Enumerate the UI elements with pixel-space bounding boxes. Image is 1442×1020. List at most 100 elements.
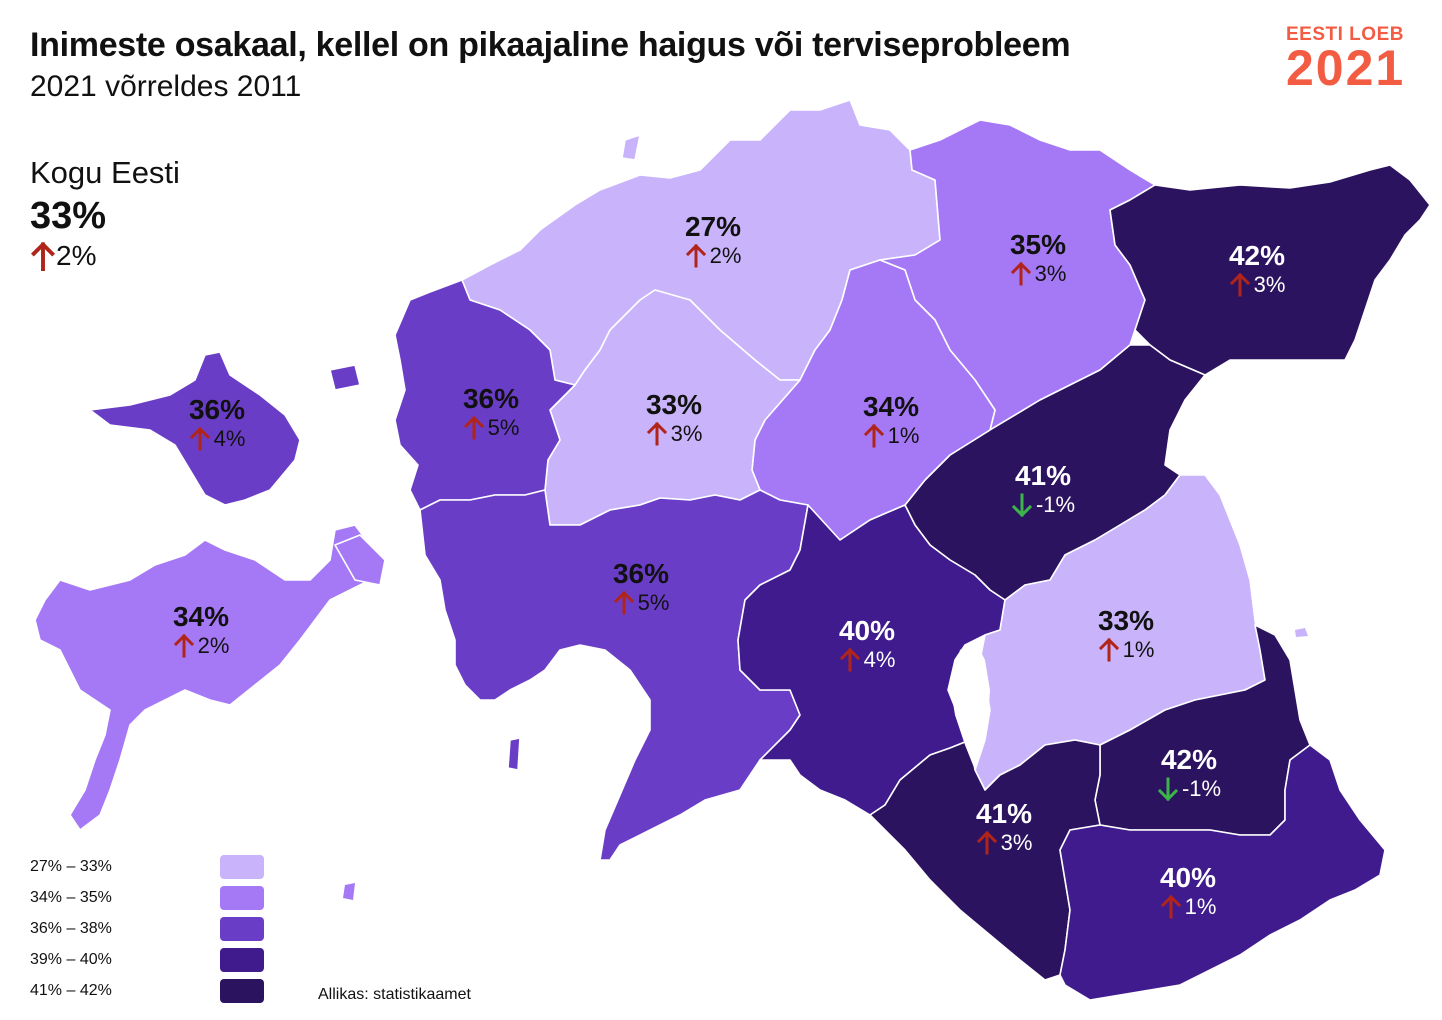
region-value: 33%	[645, 389, 703, 420]
logo-year: 2021	[1286, 40, 1406, 96]
region-value: 42%	[1228, 240, 1286, 271]
region-change-value: 3%	[1253, 272, 1286, 297]
eesti-loeb-logo: EESTI LOEB 2021	[1286, 24, 1414, 96]
region-parnu-island	[507, 737, 521, 771]
region-saare-island	[334, 534, 386, 586]
label-voru: 40% 1%	[1108, 863, 1268, 921]
label-parnu: 36% 5%	[561, 559, 721, 617]
legend-swatch	[220, 917, 264, 941]
region-valga	[869, 739, 1101, 981]
total-change-value: 2%	[56, 240, 97, 271]
arrow-up-icon	[189, 427, 210, 451]
legend-label: 39% – 40%	[30, 951, 112, 968]
legend-label: 34% – 35%	[30, 889, 112, 906]
label-hiiu: 36% 4%	[137, 395, 297, 453]
arrow-up-icon	[685, 244, 706, 268]
region-change-value: 3%	[1000, 830, 1033, 855]
legend-swatch	[220, 886, 264, 910]
region-change-value: 1%	[1122, 637, 1155, 662]
arrow-up-icon	[613, 591, 634, 615]
region-change: 4%	[137, 425, 297, 453]
region-change-value: -1%	[1181, 776, 1222, 801]
lake-vortsjarv	[950, 640, 990, 770]
legend-label: 41% – 42%	[30, 982, 112, 999]
arrow-down-icon	[1157, 777, 1179, 801]
arrow-up-icon	[1098, 638, 1119, 662]
region-change: 5%	[411, 414, 571, 442]
label-jarva: 34% 1%	[811, 392, 971, 450]
region-change-value: 5%	[487, 415, 520, 440]
region-change: 3%	[924, 829, 1084, 857]
region-change: -1%	[963, 491, 1123, 519]
label-jogeva: 41% -1%	[963, 461, 1123, 519]
label-tartu: 33% 1%	[1046, 606, 1206, 664]
region-voru	[1059, 744, 1386, 1001]
region-value: 36%	[188, 394, 246, 425]
region-value: 42%	[1160, 744, 1218, 775]
label-rapla: 33% 3%	[594, 390, 754, 448]
region-change-value: 4%	[863, 647, 896, 672]
region-change: 3%	[1177, 271, 1337, 299]
region-value: 34%	[862, 391, 920, 422]
label-saare: 34% 2%	[121, 602, 281, 660]
small-island	[343, 883, 355, 900]
region-change: 5%	[561, 589, 721, 617]
region-change: -1%	[1109, 775, 1269, 803]
region-change: 4%	[787, 646, 947, 674]
total-label: Kogu Eesti	[30, 155, 180, 190]
region-change: 2%	[121, 632, 281, 660]
lake-peipsi-shore	[1165, 360, 1350, 475]
total-change: 2%	[30, 240, 180, 272]
label-laane: 36% 5%	[411, 384, 571, 442]
region-laane-island	[329, 364, 361, 391]
region-change-value: 1%	[887, 423, 920, 448]
arrow-up-icon	[976, 831, 997, 855]
label-valga: 41% 3%	[924, 799, 1084, 857]
chart-title: Inimeste osakaal, kellel on pikaajaline …	[30, 26, 1071, 64]
arrow-up-icon	[863, 424, 884, 448]
region-value: 27%	[684, 211, 742, 242]
arrow-up-icon	[30, 241, 56, 271]
logo-text: EESTI LOEB	[1286, 24, 1404, 45]
region-change-value: 2%	[197, 633, 230, 658]
legend-swatch	[220, 979, 264, 1003]
region-value: 36%	[462, 383, 520, 414]
region-value: 41%	[1014, 460, 1072, 491]
region-change-value: 1%	[1184, 894, 1217, 919]
region-change: 1%	[1046, 636, 1206, 664]
region-change: 1%	[811, 422, 971, 450]
label-viljandi: 40% 4%	[787, 616, 947, 674]
region-change-value: 3%	[670, 421, 703, 446]
arrow-up-icon	[646, 422, 667, 446]
region-change-value: 5%	[637, 590, 670, 615]
region-change-value: 3%	[1034, 261, 1067, 286]
arrow-up-icon	[1160, 895, 1181, 919]
arrow-down-icon	[1011, 493, 1033, 517]
region-change-value: 2%	[709, 243, 742, 268]
region-change: 1%	[1108, 893, 1268, 921]
region-value: 41%	[975, 798, 1033, 829]
region-value: 36%	[612, 558, 670, 589]
region-value: 35%	[1009, 229, 1067, 260]
label-polva: 42% -1%	[1109, 745, 1269, 803]
label-harju: 27% 2%	[633, 212, 793, 270]
total-summary: Kogu Eesti 33% 2%	[30, 155, 180, 272]
legend-swatch	[220, 855, 264, 879]
source-note: Allikas: statistikaamet	[318, 986, 471, 1003]
arrow-up-icon	[1010, 262, 1031, 286]
legend-label: 36% – 38%	[30, 920, 112, 937]
label-ida-viru: 42% 3%	[1177, 241, 1337, 299]
region-saare	[34, 524, 381, 831]
region-value: 33%	[1097, 605, 1155, 636]
region-change-value: -1%	[1035, 492, 1076, 517]
region-change: 2%	[633, 242, 793, 270]
region-value: 40%	[838, 615, 896, 646]
region-change: 3%	[958, 260, 1118, 288]
region-change-value: 4%	[213, 426, 246, 451]
small-island-east	[1295, 628, 1308, 637]
region-ida-viru	[1109, 164, 1431, 376]
label-laane-viru: 35% 3%	[958, 230, 1118, 288]
region-hiiu	[89, 351, 301, 506]
arrow-up-icon	[1229, 273, 1250, 297]
